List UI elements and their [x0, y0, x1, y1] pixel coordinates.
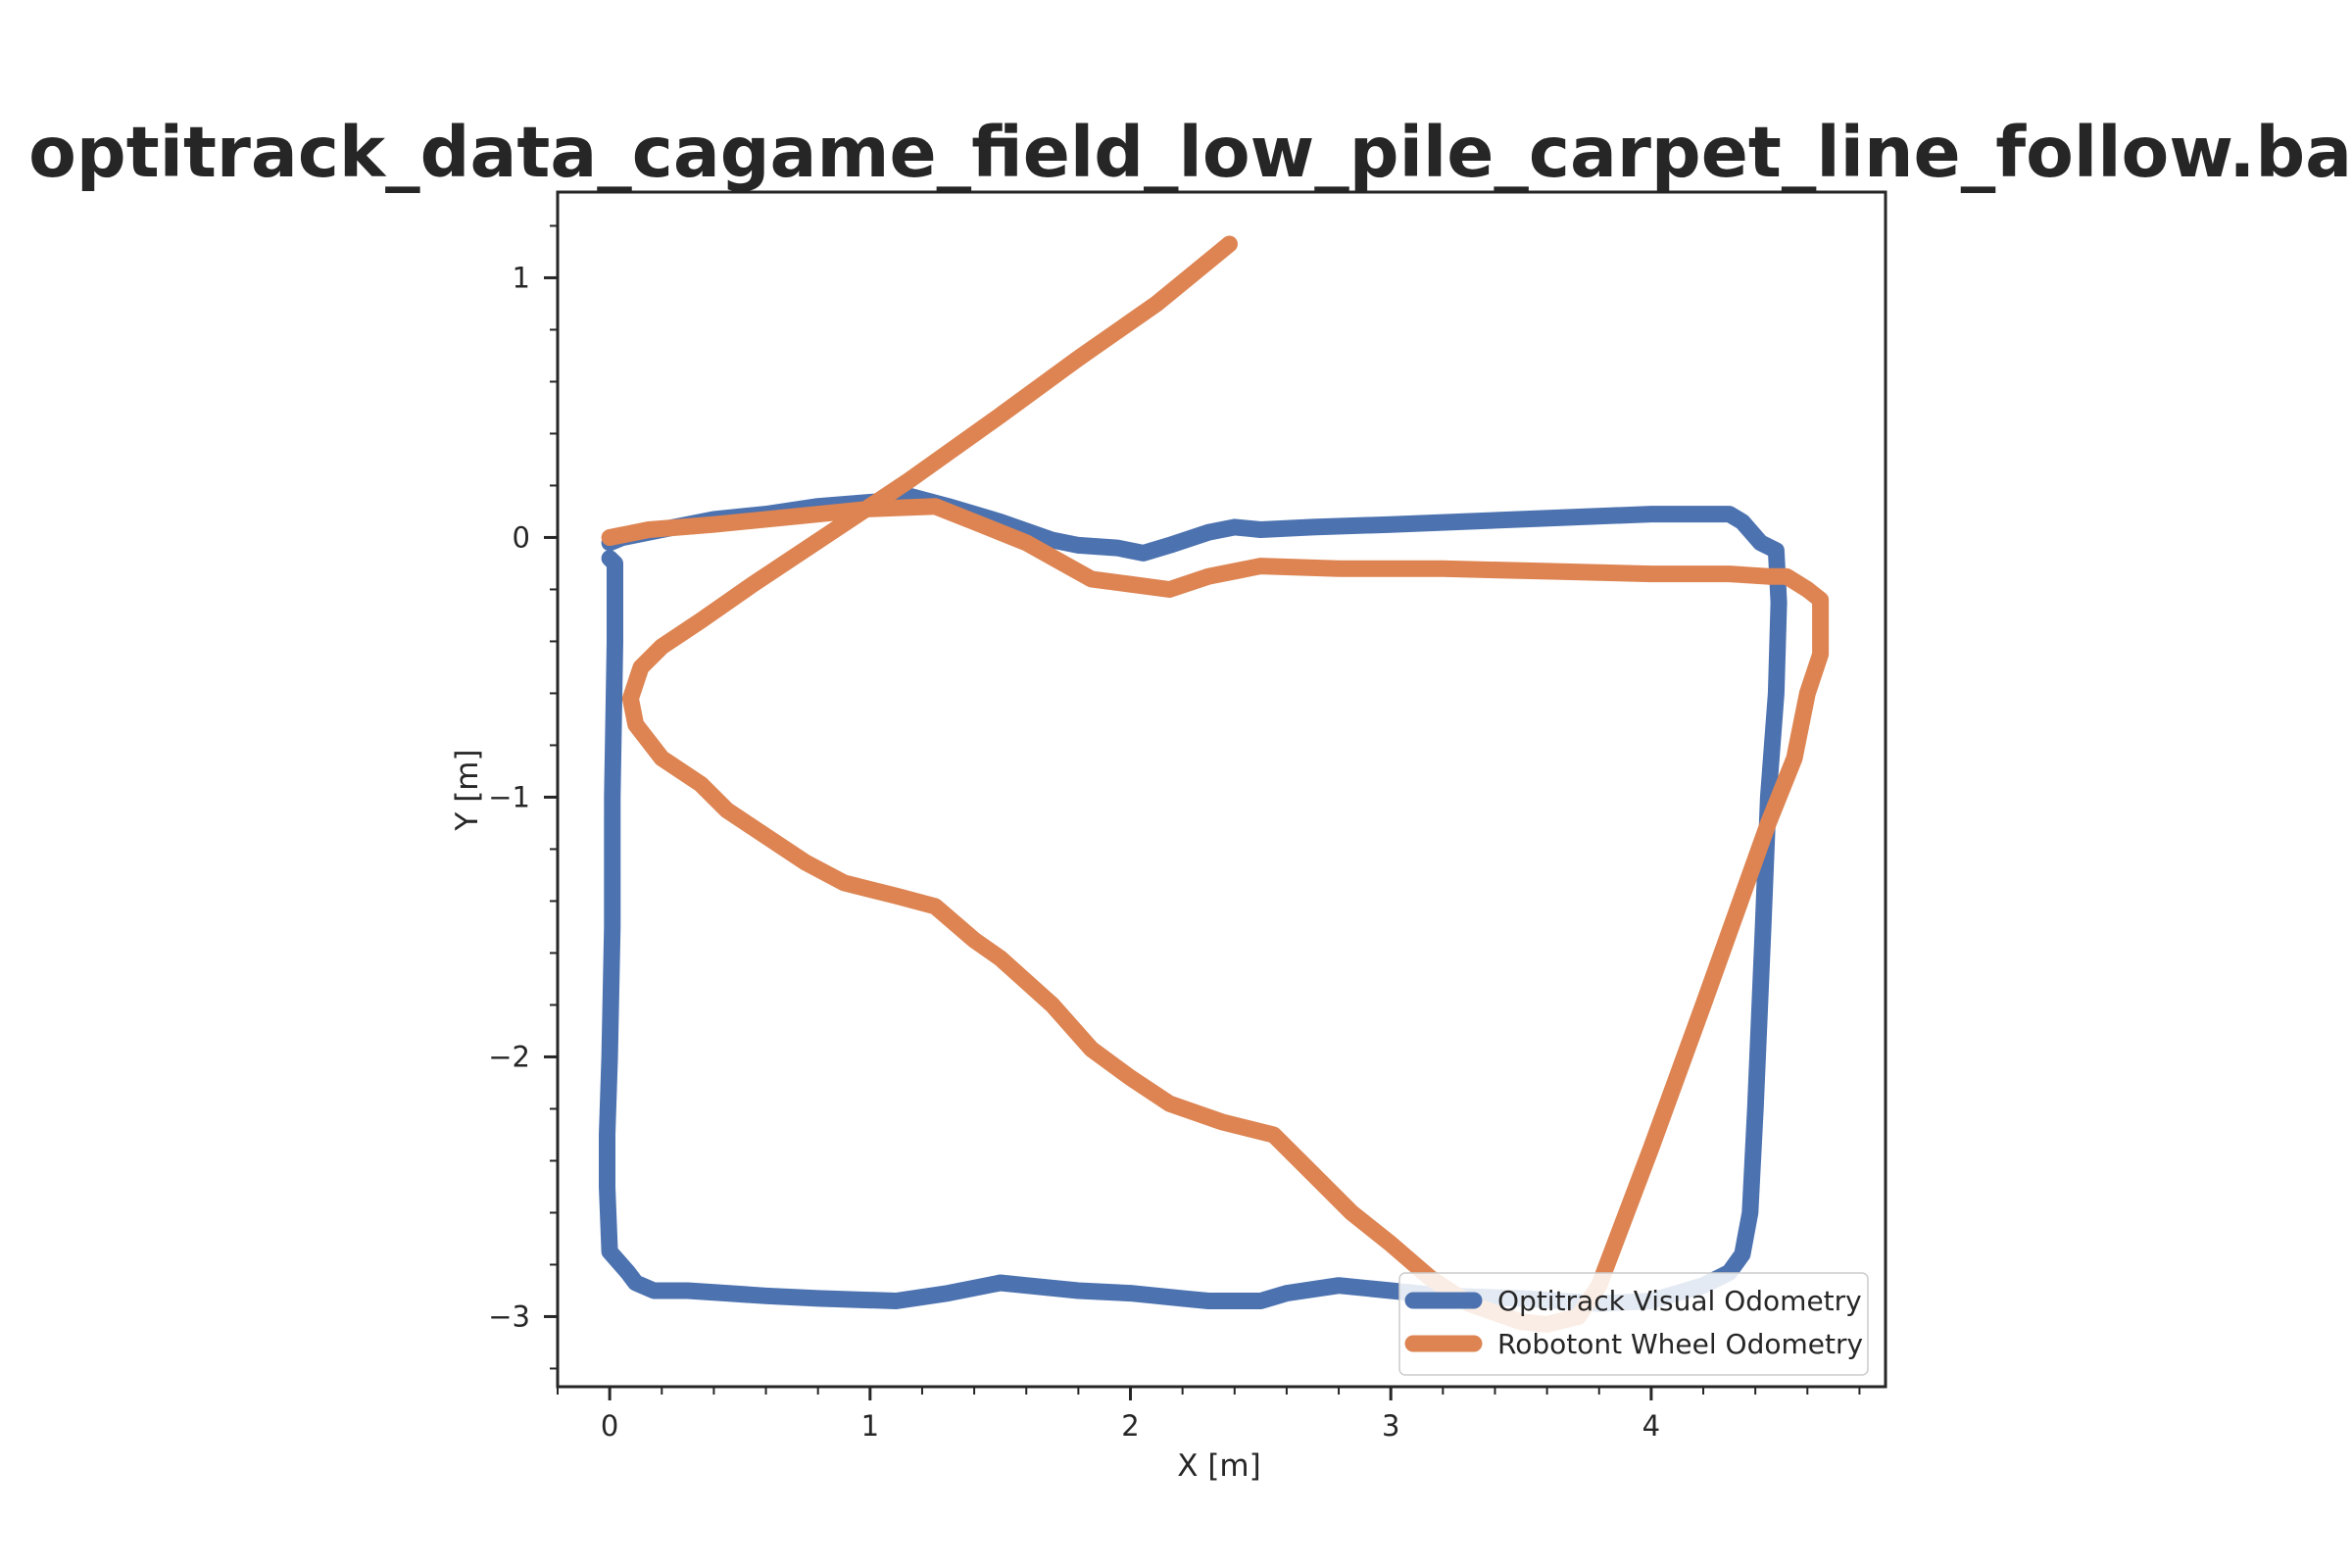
- y-tick-label: −2: [488, 1040, 530, 1073]
- y-tick-label: −3: [488, 1299, 530, 1333]
- series-line-optitrack: [599, 487, 1788, 1312]
- legend-label-robotont: Robotont Wheel Odometry: [1497, 1328, 1863, 1360]
- x-tick-label: 0: [601, 1409, 618, 1443]
- y-tick-label: −1: [488, 780, 530, 813]
- x-axis-label: X [m]: [1177, 1448, 1260, 1484]
- x-tick-label: 2: [1121, 1409, 1139, 1443]
- legend: Optitrack Visual Odometry Robotont Wheel…: [1398, 1272, 1869, 1376]
- x-tick-label: 3: [1382, 1409, 1399, 1443]
- legend-box: [1398, 1272, 1869, 1376]
- y-tick-label: 1: [513, 261, 530, 294]
- x-tick-label: 1: [861, 1409, 879, 1443]
- x-tick-label: 4: [1642, 1409, 1660, 1443]
- y-axis-ticks: 1 0 −1 −2 −3: [488, 224, 558, 1370]
- axes-frame: [556, 190, 1887, 1389]
- x-axis-ticks: 0 1 2 3 4: [557, 1387, 1861, 1443]
- y-axis-label: Y [m]: [450, 749, 485, 831]
- series-line-robotont: [601, 235, 1830, 1333]
- y-tick-label: 0: [513, 520, 530, 554]
- legend-label-optitrack: Optitrack Visual Odometry: [1497, 1285, 1862, 1317]
- plot-lines: [599, 235, 1830, 1333]
- chart-title: optitrack_data_cagame_field_low_pile_car…: [28, 112, 2352, 193]
